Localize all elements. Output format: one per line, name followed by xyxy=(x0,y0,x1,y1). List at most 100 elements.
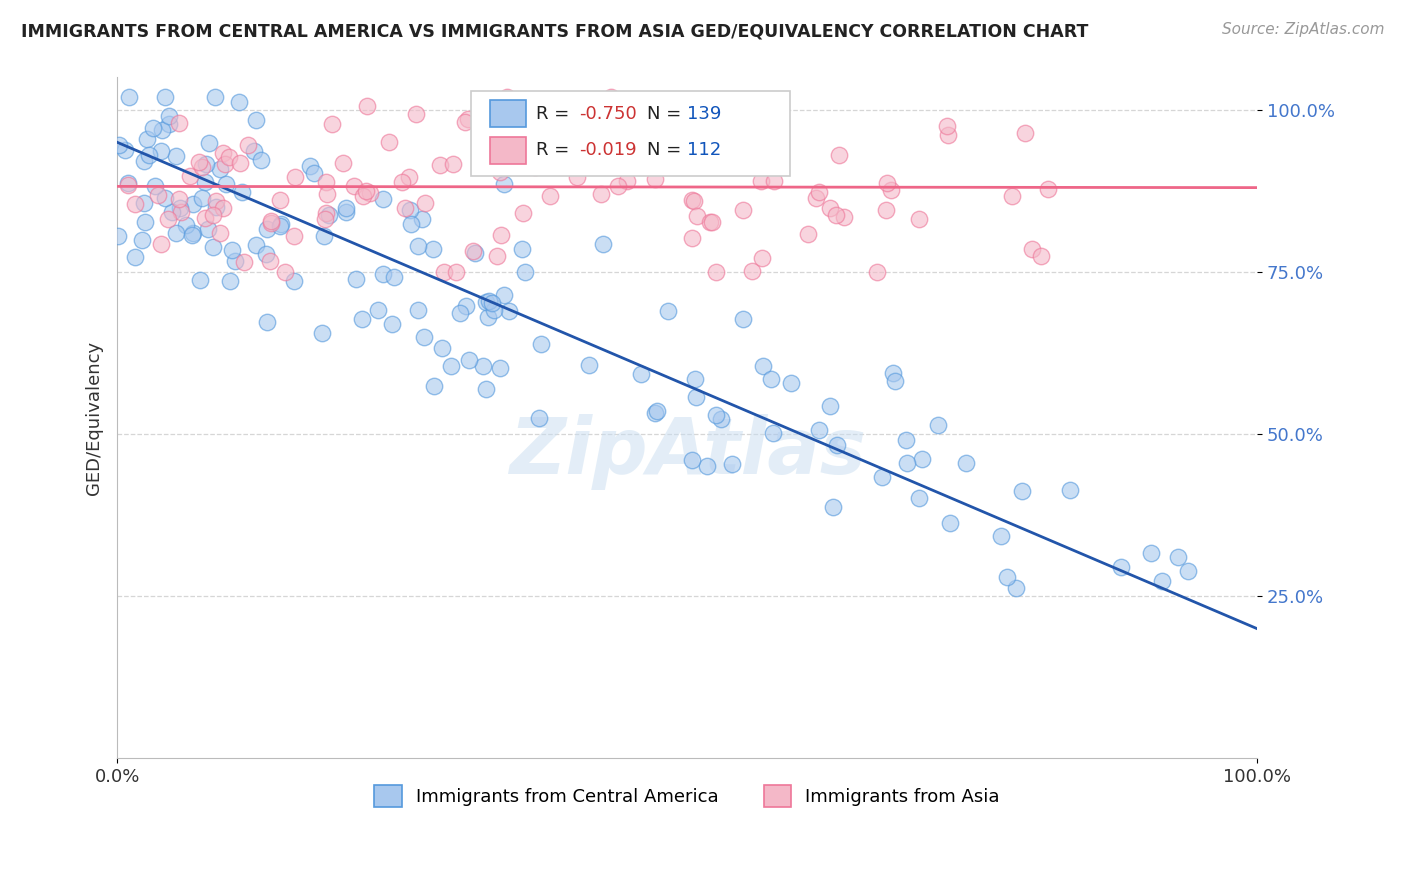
Point xyxy=(180,228,202,243)
Point xyxy=(354,184,377,198)
Point xyxy=(461,244,484,258)
Point xyxy=(429,158,451,172)
Point xyxy=(681,453,703,467)
Point xyxy=(494,288,516,302)
Point xyxy=(512,206,534,220)
Point xyxy=(645,404,668,418)
Point xyxy=(157,109,180,123)
Point xyxy=(515,143,537,157)
Point xyxy=(808,423,831,437)
Point xyxy=(762,425,785,440)
Point xyxy=(561,100,583,114)
Point xyxy=(825,209,848,223)
Point xyxy=(236,137,259,152)
Point xyxy=(212,201,235,215)
Point xyxy=(231,186,253,200)
Point xyxy=(156,211,179,226)
Point xyxy=(449,305,471,319)
Point xyxy=(572,151,595,165)
Point xyxy=(761,372,783,386)
Point xyxy=(685,128,707,143)
Point xyxy=(939,516,962,530)
Point xyxy=(205,200,228,214)
Point xyxy=(422,378,444,392)
Point xyxy=(124,196,146,211)
Point xyxy=(131,233,153,247)
Point xyxy=(454,115,477,129)
Point xyxy=(314,211,336,226)
Point xyxy=(731,312,754,326)
Point xyxy=(352,189,374,203)
Point xyxy=(526,148,548,162)
Point xyxy=(834,210,856,224)
Point xyxy=(495,90,517,104)
Point xyxy=(152,123,174,137)
Point xyxy=(181,226,204,240)
Point xyxy=(315,175,337,189)
Point xyxy=(880,184,903,198)
Point xyxy=(481,296,503,310)
Point xyxy=(1001,188,1024,202)
Point xyxy=(828,147,851,161)
Point xyxy=(245,113,267,128)
Point xyxy=(250,153,273,167)
Point xyxy=(211,145,233,160)
Point xyxy=(741,264,763,278)
Point xyxy=(806,191,828,205)
Point xyxy=(117,176,139,190)
Point xyxy=(132,153,155,168)
Point xyxy=(474,382,496,396)
Point xyxy=(591,186,613,201)
Point xyxy=(457,112,479,126)
Point xyxy=(150,144,173,158)
Point xyxy=(513,265,536,279)
Point xyxy=(422,242,444,256)
Point xyxy=(378,135,401,149)
Point xyxy=(704,265,727,279)
Point xyxy=(1029,249,1052,263)
Point xyxy=(157,117,180,131)
Point xyxy=(699,215,721,229)
Point xyxy=(194,156,217,170)
Point xyxy=(1004,581,1026,595)
Point xyxy=(870,470,893,484)
Point xyxy=(478,293,501,308)
Point xyxy=(780,376,803,390)
Text: R =: R = xyxy=(536,141,575,160)
Point xyxy=(259,254,281,268)
Point xyxy=(607,179,630,194)
Point xyxy=(194,175,217,189)
Point xyxy=(181,196,204,211)
Point xyxy=(224,254,246,268)
Point xyxy=(529,411,551,425)
Point xyxy=(696,458,718,473)
Point xyxy=(644,172,666,186)
Point xyxy=(927,418,949,433)
Point xyxy=(1011,483,1033,498)
Point xyxy=(492,178,515,192)
Point xyxy=(683,194,706,208)
Point xyxy=(335,204,357,219)
Point xyxy=(167,193,190,207)
Point xyxy=(485,103,508,118)
Point xyxy=(143,178,166,193)
Point xyxy=(655,136,678,151)
Point xyxy=(990,529,1012,543)
Point xyxy=(510,242,533,256)
Point xyxy=(179,169,201,184)
Point xyxy=(681,193,703,207)
Point xyxy=(636,160,658,174)
Point xyxy=(155,90,177,104)
Point xyxy=(260,216,283,230)
Point xyxy=(254,247,277,261)
Point xyxy=(233,255,256,269)
Point xyxy=(198,136,221,150)
Point xyxy=(311,326,333,340)
Point xyxy=(138,148,160,162)
Point xyxy=(399,203,422,218)
Point xyxy=(132,196,155,211)
Point xyxy=(936,128,959,142)
Point xyxy=(107,229,129,244)
Point xyxy=(283,274,305,288)
Point xyxy=(259,214,281,228)
